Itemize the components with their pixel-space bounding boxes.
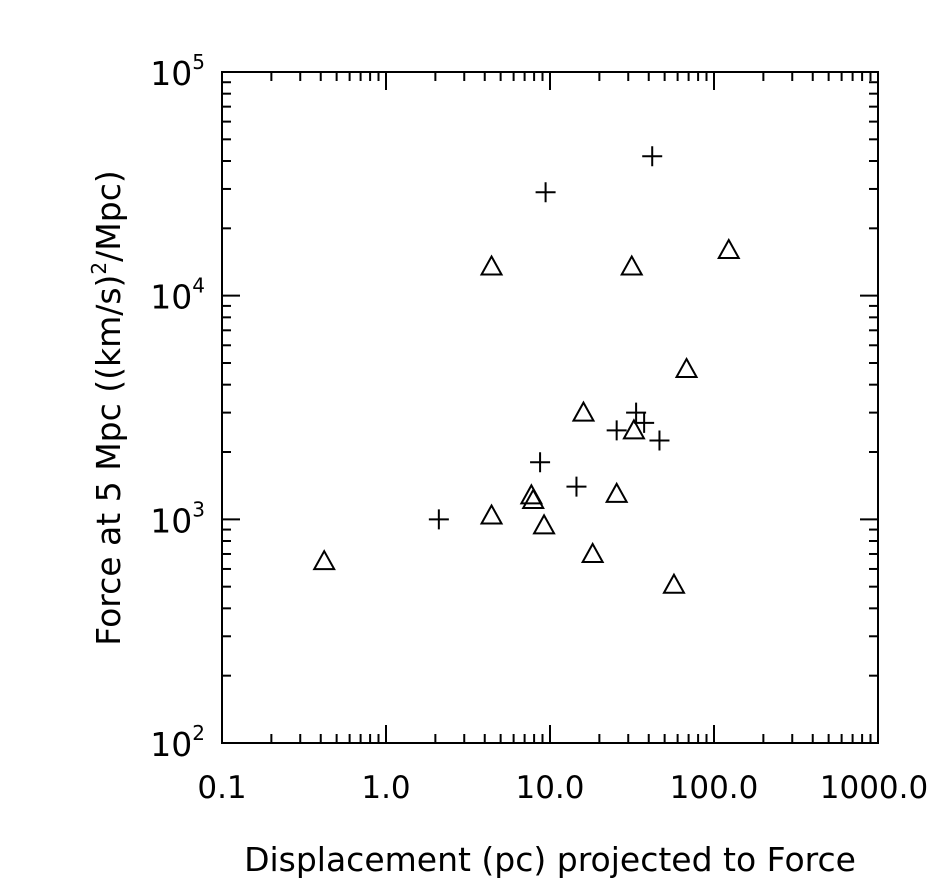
x-tick-label: 0.1 xyxy=(197,770,246,806)
triangle-marker xyxy=(674,356,699,379)
triangle-marker xyxy=(622,418,646,440)
axis-ticks xyxy=(221,72,878,744)
y-tick-base: 10 xyxy=(150,54,192,93)
triangle-marker xyxy=(717,237,741,260)
x-tick-label: 1000.0 xyxy=(820,770,928,806)
y-axis-label-sup: 2 xyxy=(87,262,111,275)
x-axis-label: Displacement (pc) projected to Force xyxy=(244,840,856,879)
data-points xyxy=(312,146,741,594)
y-axis-label: Force at 5 Mpc ((km/s)2/Mpc) xyxy=(87,170,128,645)
triangle-marker xyxy=(620,254,644,276)
y-tick-label: 105 xyxy=(150,50,205,93)
y-axis-label-prefix: Force at 5 Mpc ((km/s) xyxy=(89,275,128,646)
triangle-marker xyxy=(532,513,556,535)
y-tick-base: 10 xyxy=(150,278,192,317)
plus-marker xyxy=(649,430,670,451)
y-tick-base: 10 xyxy=(150,501,192,540)
triangle-marker xyxy=(521,487,545,510)
plus-marker xyxy=(634,412,655,433)
plus-marker xyxy=(642,146,663,167)
plot-frame xyxy=(221,71,879,744)
triangle-marker xyxy=(479,254,504,276)
y-tick-exponent: 4 xyxy=(192,274,205,298)
triangle-marker xyxy=(312,549,336,571)
x-tick-labels: 0.1 1.0 10.0 100.0 1000.0 xyxy=(197,770,928,806)
x-tick-label: 1.0 xyxy=(361,770,410,806)
y-tick-exponent: 3 xyxy=(192,497,205,521)
triangle-marker xyxy=(479,503,504,525)
y-tick-label: 102 xyxy=(150,721,205,764)
x-tick-label: 10.0 xyxy=(515,770,584,806)
y-axis-label-suffix: /Mpc) xyxy=(89,170,128,262)
y-tick-label: 103 xyxy=(150,497,205,540)
plus-marker xyxy=(606,420,627,441)
plus-marker xyxy=(530,452,551,473)
y-tick-exponent: 5 xyxy=(192,50,205,74)
triangle-marker xyxy=(662,572,686,594)
triangle-marker xyxy=(580,541,605,563)
triangle-marker xyxy=(571,400,596,422)
plus-marker xyxy=(566,476,587,497)
plus-marker xyxy=(626,402,647,423)
y-tick-exponent: 2 xyxy=(192,721,205,745)
triangle-marker xyxy=(604,481,629,503)
x-tick-label: 100.0 xyxy=(670,770,759,806)
y-tick-base: 10 xyxy=(150,725,192,764)
plus-marker xyxy=(535,182,556,203)
plus-marker xyxy=(428,509,449,530)
y-tick-label: 104 xyxy=(150,274,205,317)
